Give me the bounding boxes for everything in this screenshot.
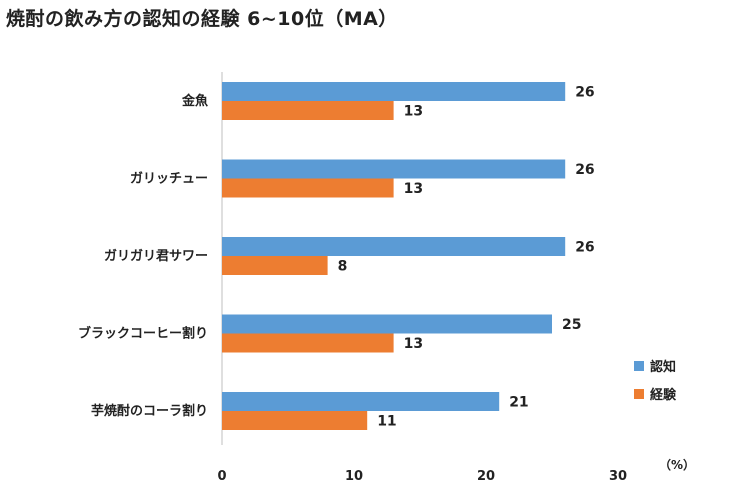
bar-keiken bbox=[222, 256, 328, 275]
data-label: 8 bbox=[338, 259, 348, 275]
x-tick-label: 10 bbox=[345, 469, 363, 484]
data-label: 11 bbox=[377, 414, 396, 430]
bar-keiken bbox=[222, 101, 394, 120]
chart-title: 焼酎の飲み方の認知の経験 6~10位（MA） bbox=[6, 8, 398, 30]
x-tick-label: 0 bbox=[217, 469, 226, 484]
bar-ninchi bbox=[222, 82, 566, 101]
data-label: 13 bbox=[404, 181, 423, 197]
legend-label: 認知 bbox=[650, 359, 676, 375]
data-label: 26 bbox=[575, 85, 594, 101]
bar-ninchi bbox=[222, 237, 566, 256]
bar-keiken bbox=[222, 178, 394, 198]
x-tick-labels: 0 10 20 30 bbox=[217, 469, 627, 484]
legend-label: 経験 bbox=[650, 387, 677, 403]
category-label: 金魚 bbox=[181, 93, 208, 109]
bar-keiken bbox=[222, 333, 394, 353]
data-label: 25 bbox=[562, 317, 581, 333]
data-label: 13 bbox=[404, 336, 423, 352]
x-tick-label: 20 bbox=[477, 469, 495, 484]
data-label: 21 bbox=[509, 395, 528, 411]
bars-group: 26 13 26 13 26 8 25 13 21 11 bbox=[222, 82, 595, 430]
bar-keiken bbox=[222, 411, 368, 430]
legend-swatch bbox=[634, 361, 644, 371]
x-unit-label: （%） bbox=[659, 457, 695, 472]
bar-ninchi bbox=[222, 159, 566, 179]
bar-ninchi bbox=[222, 314, 552, 334]
data-label: 26 bbox=[575, 162, 594, 178]
category-label: ブラックコーヒー割り bbox=[78, 326, 208, 342]
category-label: 芋焼酎のコーラ割り bbox=[91, 403, 208, 419]
data-label: 13 bbox=[404, 104, 423, 120]
data-label: 26 bbox=[575, 240, 594, 256]
x-tick-label: 30 bbox=[609, 469, 627, 484]
category-label: ガリガリ君サワー bbox=[104, 249, 208, 264]
bar-ninchi bbox=[222, 392, 500, 411]
legend-swatch bbox=[634, 389, 644, 399]
category-label: ガリッチュー bbox=[130, 172, 208, 187]
